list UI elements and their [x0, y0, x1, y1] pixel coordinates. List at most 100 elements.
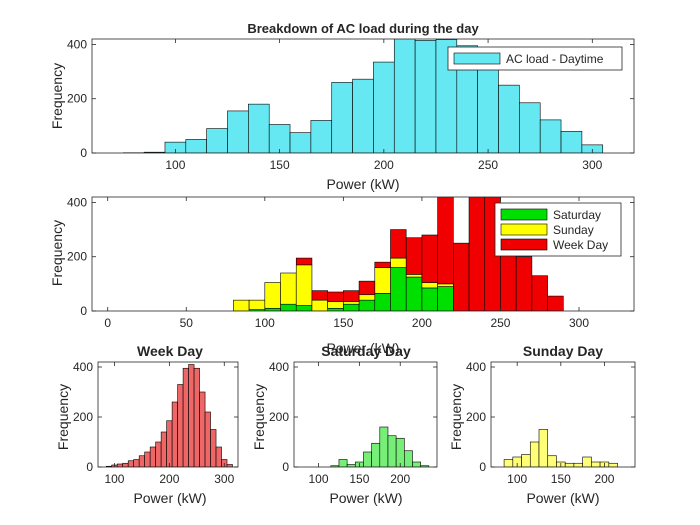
top-bar-5 [227, 110, 249, 153]
middle-bar-week-day-18 [515, 256, 533, 311]
sunday-bar-4 [538, 429, 549, 467]
middle-bar-week-day-7 [343, 290, 360, 302]
stacked-histogram-axes: Power (kW) Frequency 0 50 100 150 200 250 300 0… [49, 195, 635, 356]
weekday-bar-10 [160, 431, 167, 467]
middle-x-tick-label-2: 100 [255, 316, 275, 330]
middle-bar-week-day-6 [327, 291, 344, 302]
middle-bar-sunday-6 [327, 301, 344, 309]
saturday-x-tick-label-2: 200 [390, 472, 410, 486]
saturday-y-tick-label-0: 0 [282, 460, 289, 474]
saturday-x-tick-label-1: 150 [349, 472, 369, 486]
weekday-title: Week Day [137, 343, 203, 359]
middle-bar-week-day-12 [421, 234, 438, 283]
middle-bar-sunday-1 [248, 299, 266, 310]
sunday-bar-10 [591, 461, 601, 467]
sunday-y-tick-label-2: 400 [466, 360, 486, 374]
middle-bar-sunday-7 [343, 301, 360, 305]
middle-bar-saturday-11 [405, 276, 423, 311]
weekday-y-label: Frequency [55, 384, 71, 450]
weekday-x-tick-label-1: 200 [159, 472, 179, 486]
top-bar-13 [393, 39, 416, 153]
weekday-bar-13 [177, 384, 184, 467]
middle-bar-saturday-2 [264, 307, 281, 311]
weekday-x-tick-label-2: 300 [214, 472, 234, 486]
saturday-bar-9 [379, 426, 389, 467]
saturday-bar-8 [371, 442, 381, 467]
saturday-bar-13 [412, 461, 421, 467]
saturday-bar-14 [420, 465, 430, 467]
saturday-x-label: Power (kW) [329, 490, 402, 506]
weekday-bar-12 [171, 401, 178, 467]
sunday-y-tick-label-0: 0 [479, 460, 486, 474]
saturday-bar-4 [338, 459, 348, 467]
middle-bar-week-day-19 [531, 275, 548, 311]
middle-bar-sunday-3 [280, 272, 297, 305]
top-bar-4 [206, 128, 228, 153]
middle-bar-saturday-6 [327, 307, 344, 311]
middle-bar-sunday-2 [264, 282, 281, 309]
middle-bar-week-day-9 [374, 261, 391, 268]
top-bar-8 [289, 132, 312, 153]
weekday-bar-18 [204, 411, 211, 467]
middle-bar-saturday-12 [421, 287, 438, 311]
middle-legend-swatch-1 [500, 223, 548, 236]
middle-bar-week-day-15 [468, 197, 486, 311]
middle-legend-label-2: Week Day [553, 238, 608, 252]
weekday-x-label: Power (kW) [133, 490, 206, 506]
middle-axes-box [91, 196, 635, 312]
middle-bar-week-day-5 [311, 290, 328, 301]
top-axes-box [91, 38, 635, 154]
weekday-bar-6 [138, 455, 145, 467]
middle-bar-sunday-4 [295, 264, 313, 306]
middle-bar-week-day-14 [453, 242, 470, 311]
sunday-bar-7 [564, 462, 575, 467]
middle-bar-sunday-12 [421, 282, 438, 289]
top-x-tick-label-0: 100 [165, 158, 185, 172]
sunday-y-tick-label-1: 200 [466, 410, 486, 424]
middle-bar-week-day-13 [437, 197, 454, 285]
sunday-axes-box [490, 361, 636, 468]
weekday-bar-11 [166, 420, 173, 467]
middle-bar-saturday-10 [390, 267, 407, 311]
saturday-y-tick-label-2: 400 [269, 360, 289, 374]
sunday-title: Sunday Day [523, 343, 603, 359]
middle-legend-swatch-0 [500, 208, 548, 221]
middle-bar-week-day-10 [390, 229, 407, 259]
top-y-tick-label-0: 0 [80, 146, 87, 160]
sunday-y-label: Frequency [448, 384, 464, 450]
top-bar-12 [373, 61, 395, 153]
middle-x-tick-label-4: 200 [412, 316, 432, 330]
top-bar-21 [560, 130, 583, 153]
middle-bar-saturday-8 [358, 299, 376, 311]
top-title: Breakdown of AC load during the day [247, 21, 479, 36]
middle-bar-sunday-0 [233, 299, 250, 311]
middle-x-tick-label-0: 0 [104, 316, 111, 330]
weekday-bar-20 [215, 446, 222, 467]
weekday-bar-9 [155, 441, 162, 467]
top-legend-label-0: AC load - Daytime [506, 52, 604, 66]
weekday-bar-3 [122, 462, 129, 467]
weekday-axes-box [97, 361, 239, 468]
weekday-bar-8 [149, 446, 156, 467]
middle-x-tick-label-3: 150 [333, 316, 353, 330]
top-x-tick-label-4: 300 [582, 158, 602, 172]
weekday-bar-4 [127, 460, 134, 467]
middle-bar-sunday-10 [390, 257, 407, 268]
middle-bar-sunday-13 [437, 283, 454, 287]
middle-x-label: Power (kW) [326, 340, 399, 356]
top-bar-18 [498, 84, 520, 153]
middle-legend-swatch-2 [500, 238, 548, 251]
weekday-bar-7 [144, 451, 151, 467]
top-bar-14 [414, 40, 437, 153]
weekday-y-tick-label-0: 0 [86, 460, 93, 474]
saturday-title: Saturday Day [321, 343, 411, 359]
weekday-bar-19 [210, 429, 217, 467]
weekday-bar-22 [226, 464, 233, 467]
weekday-y-tick-label-1: 200 [73, 410, 93, 424]
middle-y-tick-label-0: 0 [80, 304, 87, 318]
top-legend-swatch-0 [453, 52, 501, 65]
sunday-bar-12 [608, 462, 618, 467]
saturday-bar-11 [395, 437, 405, 467]
